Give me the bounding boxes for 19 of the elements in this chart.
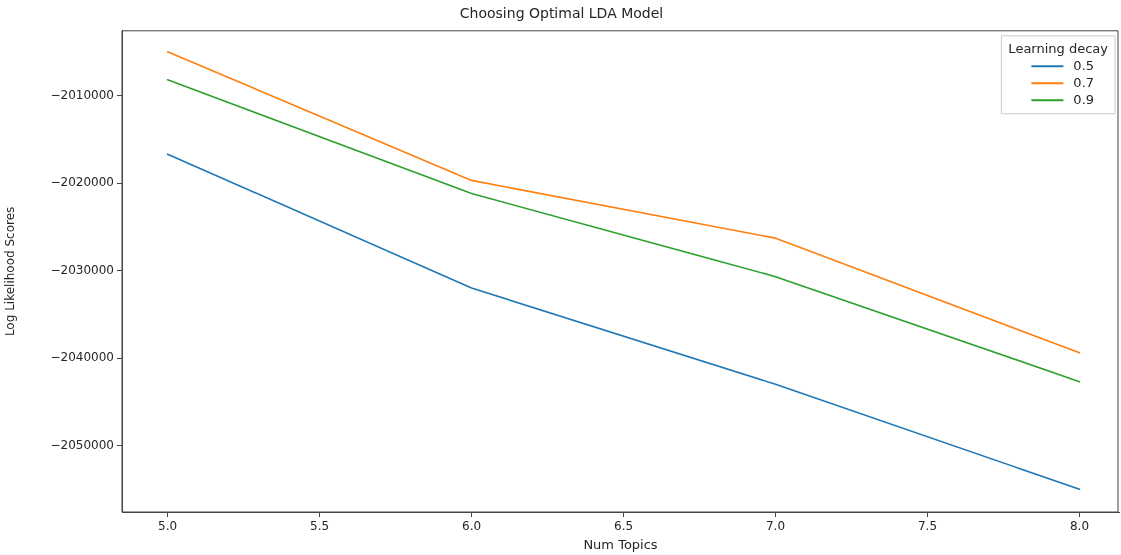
y-tick-label: −2050000 (50, 437, 114, 452)
x-axis-title: Num Topics (583, 536, 658, 552)
x-tick-label: 5.0 (158, 519, 178, 534)
chart-title: Choosing Optimal LDA Model (459, 5, 664, 22)
legend-label: 0.7 (1073, 74, 1095, 90)
y-axis-title: Log Likelihood Scores (3, 206, 18, 337)
x-tick-label: 7.0 (765, 519, 786, 534)
x-tick-label: 7.5 (917, 519, 938, 534)
legend-title: Learning decay (1008, 40, 1109, 56)
y-tick-label: −2010000 (50, 87, 114, 102)
x-tick-label: 5.5 (310, 519, 330, 534)
y-tick-label: −2030000 (50, 262, 114, 277)
y-tick-label: −2020000 (50, 175, 114, 190)
x-tick-label: 8.0 (1069, 519, 1090, 534)
x-tick-label: 6.0 (462, 519, 482, 534)
y-tick-label: −2040000 (50, 350, 114, 365)
legend-label: 0.9 (1073, 91, 1095, 107)
x-tick-label: 6.5 (613, 519, 634, 534)
legend-label: 0.5 (1073, 57, 1095, 73)
